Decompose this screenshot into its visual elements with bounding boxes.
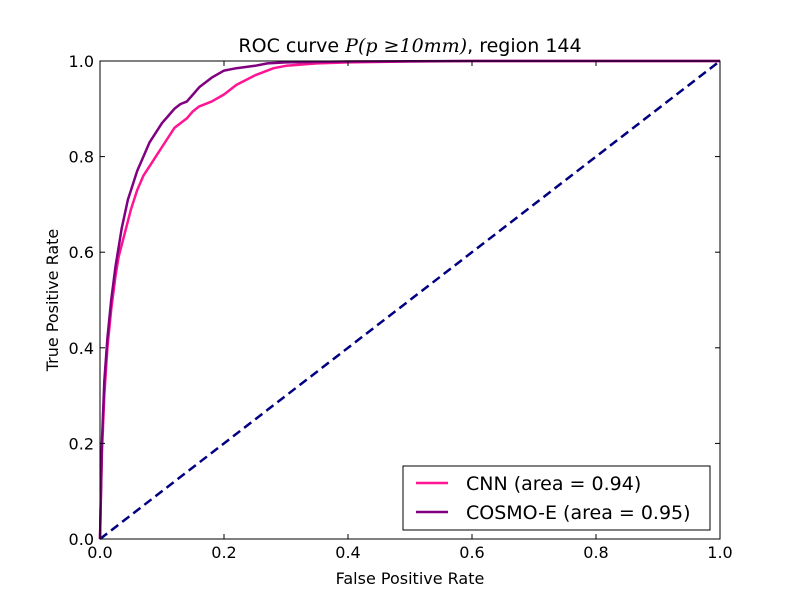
y-tick-label: 0.6 — [69, 243, 94, 262]
chart-title-math: P(p ≥10mm) — [344, 35, 467, 57]
series-line-cnn — [98, 59, 720, 540]
y-tick-label: 0.8 — [69, 148, 94, 167]
chart-title-suffix: , region 144 — [467, 35, 581, 57]
x-axis-label: False Positive Rate — [336, 569, 485, 588]
x-tick-label: 1.0 — [707, 543, 732, 562]
plot-frame — [99, 60, 721, 540]
reference-diagonal-line — [99, 60, 721, 540]
x-tick-label: 0.6 — [459, 543, 484, 562]
y-tick-label: 1.0 — [69, 52, 94, 71]
x-tick-label: 0.2 — [211, 543, 236, 562]
series-line-cosmo-e — [98, 59, 720, 540]
x-tick-label: 0.4 — [335, 543, 360, 562]
legend: CNN (area = 0.94) COSMO-E (area = 0.95) — [402, 465, 711, 531]
y-axis-label: True Positive Rate — [43, 229, 62, 373]
x-tick-label: 0.0 — [87, 543, 112, 562]
legend-label-cnn: CNN (area = 0.94) — [466, 473, 641, 495]
y-tick-label: 0.4 — [69, 339, 94, 358]
y-tick-label: 0.0 — [69, 530, 94, 549]
series-layer — [98, 59, 721, 540]
ticks-layer: 0.0 0.2 0.4 0.6 0.8 1.0 0.0 0.2 0.4 0.6 0.8 1.0 — [69, 52, 733, 562]
y-tick-label: 0.2 — [69, 434, 94, 453]
chart-title: ROC curve P(p ≥10mm), region 144 — [238, 35, 581, 57]
legend-box — [402, 465, 711, 531]
x-tick-label: 0.8 — [583, 543, 608, 562]
legend-items: CNN (area = 0.94) COSMO-E (area = 0.95) — [416, 473, 691, 524]
legend-label-cosmo-e: COSMO-E (area = 0.95) — [466, 502, 691, 524]
chart-title-prefix: ROC curve — [238, 35, 345, 57]
